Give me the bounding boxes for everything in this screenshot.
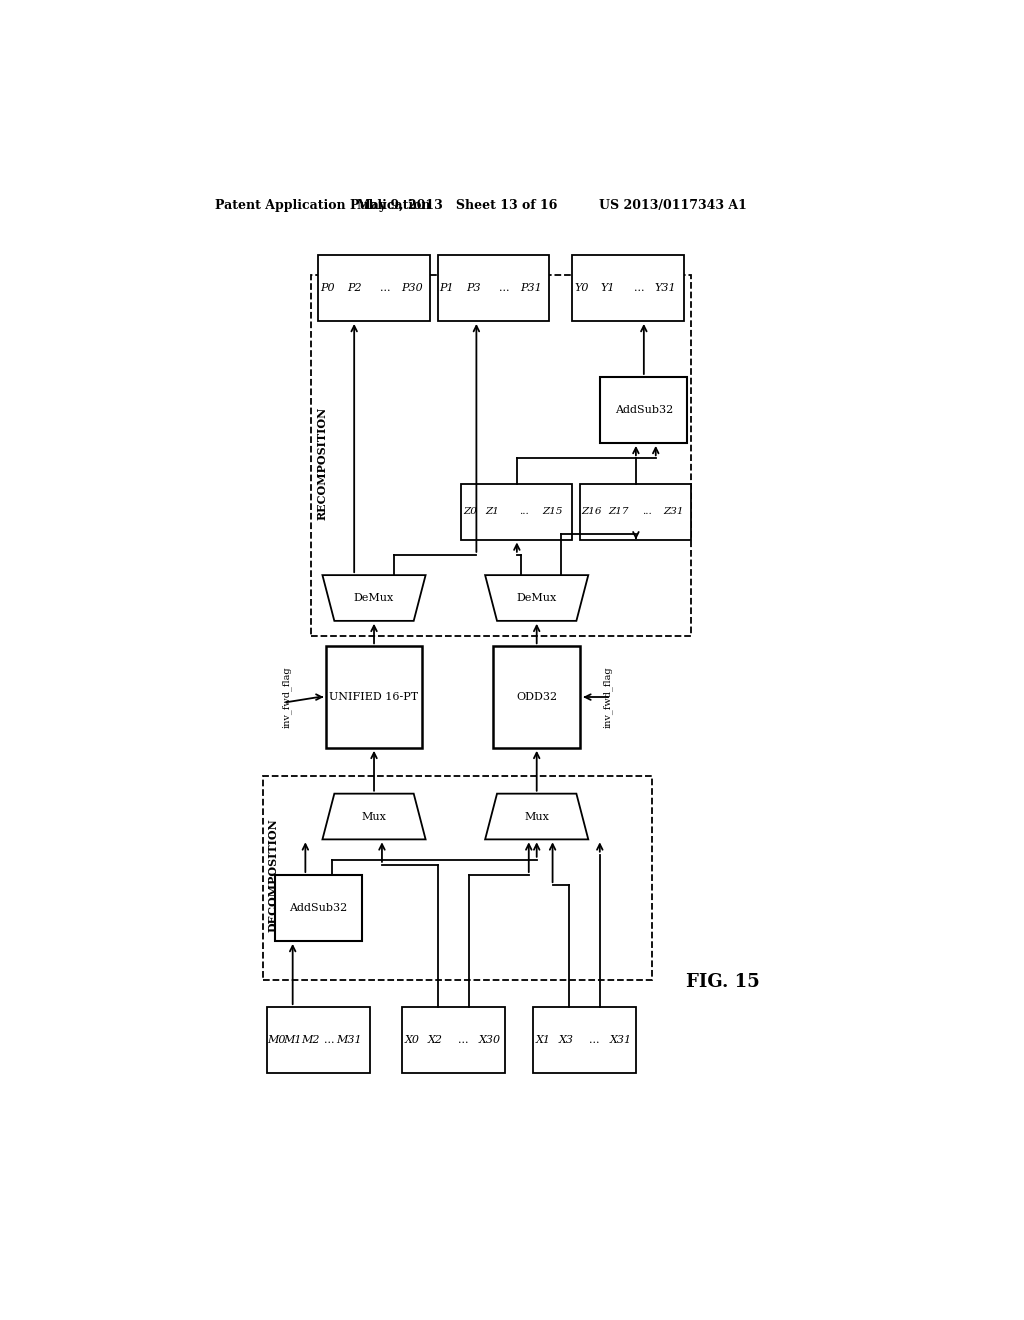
Text: X2: X2: [427, 1035, 442, 1045]
Polygon shape: [485, 576, 588, 620]
Text: Z0: Z0: [463, 507, 477, 516]
Text: X31: X31: [609, 1035, 632, 1045]
Text: Z16: Z16: [582, 507, 602, 516]
Text: DeMux: DeMux: [354, 593, 394, 603]
Bar: [318, 255, 430, 321]
Text: P3: P3: [466, 282, 480, 293]
Text: Z15: Z15: [542, 507, 562, 516]
Text: P30: P30: [401, 282, 423, 293]
Text: DeMux: DeMux: [516, 593, 557, 603]
Text: Y0: Y0: [574, 282, 589, 293]
Bar: [401, 1007, 505, 1073]
Text: ODD32: ODD32: [516, 692, 557, 702]
Bar: [494, 647, 581, 748]
Text: RECOMPOSITION: RECOMPOSITION: [316, 407, 327, 520]
Text: Z31: Z31: [664, 507, 684, 516]
Text: DECOMPOSITION: DECOMPOSITION: [267, 818, 279, 932]
Text: May 9, 2013   Sheet 13 of 16: May 9, 2013 Sheet 13 of 16: [357, 198, 557, 211]
Text: Y1: Y1: [601, 282, 615, 293]
Text: X3: X3: [558, 1035, 573, 1045]
Text: US 2013/0117343 A1: US 2013/0117343 A1: [599, 198, 748, 211]
Bar: [437, 255, 549, 321]
Bar: [461, 483, 572, 540]
Text: AddSub32: AddSub32: [614, 405, 673, 414]
Bar: [274, 875, 362, 941]
Polygon shape: [485, 793, 588, 840]
Text: X0: X0: [404, 1035, 420, 1045]
Text: ...: ...: [518, 507, 528, 516]
Text: inv_fwd_flag: inv_fwd_flag: [603, 667, 613, 727]
Text: M0: M0: [267, 1035, 286, 1045]
Text: M2: M2: [301, 1035, 319, 1045]
Text: X1: X1: [536, 1035, 551, 1045]
Polygon shape: [323, 793, 426, 840]
Bar: [327, 647, 422, 748]
Bar: [572, 255, 684, 321]
Text: ...: ...: [499, 282, 509, 293]
Text: P1: P1: [439, 282, 454, 293]
Text: M1: M1: [284, 1035, 302, 1045]
Text: ...: ...: [634, 282, 644, 293]
Bar: [581, 483, 691, 540]
Bar: [263, 776, 652, 979]
Text: FIG. 15: FIG. 15: [686, 973, 760, 991]
Text: inv_fwd_flag: inv_fwd_flag: [282, 667, 292, 727]
Text: Z1: Z1: [485, 507, 500, 516]
Text: Mux: Mux: [524, 812, 549, 821]
Text: P31: P31: [520, 282, 542, 293]
Text: Mux: Mux: [361, 812, 386, 821]
Bar: [532, 1007, 636, 1073]
Text: X30: X30: [478, 1035, 501, 1045]
Text: ...: ...: [324, 1035, 334, 1045]
Text: AddSub32: AddSub32: [290, 903, 347, 913]
Text: Z17: Z17: [608, 507, 629, 516]
Polygon shape: [323, 576, 426, 620]
Bar: [600, 378, 687, 444]
Text: M31: M31: [337, 1035, 362, 1045]
Bar: [267, 1007, 370, 1073]
Text: P2: P2: [347, 282, 361, 293]
Text: ...: ...: [459, 1035, 469, 1045]
Text: UNIFIED 16-PT: UNIFIED 16-PT: [330, 692, 419, 702]
Text: Patent Application Publication: Patent Application Publication: [215, 198, 431, 211]
Text: ...: ...: [590, 1035, 600, 1045]
Text: ...: ...: [642, 507, 652, 516]
Text: P0: P0: [321, 282, 335, 293]
Text: ...: ...: [380, 282, 390, 293]
Bar: [310, 276, 691, 636]
Text: Y31: Y31: [655, 282, 677, 293]
